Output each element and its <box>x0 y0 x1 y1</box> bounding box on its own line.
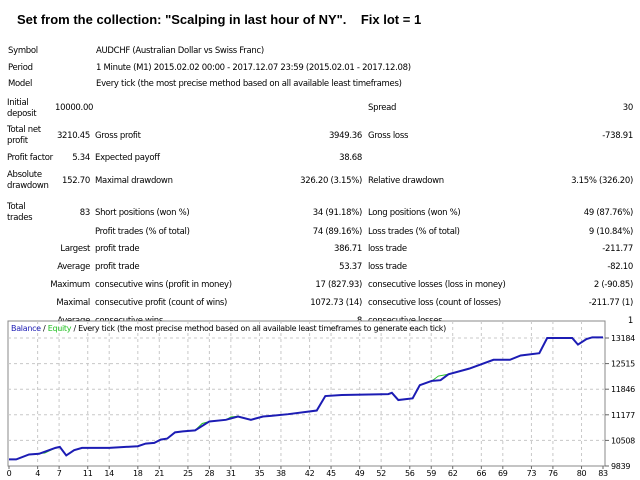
report-title: Set from the collection: "Scalping in la… <box>17 12 422 27</box>
detail-label-1: profit trade <box>95 262 140 272</box>
detail-value-1: 53.37 <box>339 262 362 272</box>
long-positions-value: 49 (87.76%) <box>583 208 634 218</box>
expected-payoff-label: Expected payoff <box>95 153 160 163</box>
detail-value-2: -82.10 <box>607 262 633 272</box>
detail-value-2: -211.77 <box>602 244 633 254</box>
relative-drawdown-label: Relative drawdown <box>368 176 444 186</box>
y-tick-label: 13184 <box>611 334 635 343</box>
maximal-drawdown-label: Maximal drawdown <box>95 176 173 186</box>
detail-prefix: Largest <box>60 244 90 254</box>
total-trades-value: 83 <box>79 208 91 218</box>
balance-equity-chart: 0 4 7 11 14 18 21 25 28 31 35 38 42 45 49 52 56 59 62 66 69 7… <box>7 320 635 478</box>
loss-trades-value: 9 (10.84%) <box>588 227 633 237</box>
x-tick-label: 38 <box>276 469 286 478</box>
absolute-drawdown-label: Absolute drawdown <box>7 170 49 191</box>
detail-label-2: consecutive loss (count of losses) <box>368 298 501 308</box>
profit-factor-label: Profit factor <box>7 153 53 163</box>
detail-prefix: Maximum <box>50 280 90 290</box>
x-tick-label: 11 <box>83 469 93 478</box>
spread-value: 30 <box>622 103 634 113</box>
x-tick-label: 69 <box>498 469 508 478</box>
detail-label-1: profit trade <box>95 244 140 254</box>
y-tick-label: 12515 <box>611 360 635 369</box>
x-tick-label: 14 <box>104 469 114 478</box>
detail-label-1: consecutive profit (count of wins) <box>95 298 228 308</box>
x-tick-label: 66 <box>477 469 487 478</box>
x-tick-label: 83 <box>598 469 608 478</box>
x-tick-label: 73 <box>527 469 537 478</box>
detail-prefix: Maximal <box>56 298 90 308</box>
legend-separator: / <box>71 324 78 333</box>
info-label-symbol: Symbol <box>8 46 38 56</box>
profit-trades-label: Profit trades (% of total) <box>95 227 190 237</box>
detail-value-2: -211.77 (1) <box>588 298 634 308</box>
detail-label-1: consecutive wins (profit in money) <box>95 280 232 290</box>
chart-plot-area <box>7 320 606 467</box>
x-tick-label: 18 <box>133 469 143 478</box>
detail-value-2: 2 (-90.85) <box>593 280 633 290</box>
legend-equity: Equity <box>48 324 72 333</box>
initial-deposit-value: 10000.00 <box>55 103 94 113</box>
chart-legend: Balance / Equity / Every tick (the most … <box>11 324 446 333</box>
detail-value-1: 1072.73 (14) <box>310 298 362 308</box>
x-tick-label: 59 <box>426 469 436 478</box>
x-tick-label: 7 <box>57 469 62 478</box>
balance-line <box>9 336 603 461</box>
x-tick-label: 42 <box>305 469 315 478</box>
info-label-period: Period <box>8 63 33 73</box>
relative-drawdown-value: 3.15% (326.20) <box>571 176 633 186</box>
detail-label-2: loss trade <box>368 262 407 272</box>
info-value-model: Every tick (the most precise method base… <box>96 79 402 89</box>
y-tick-label: 10508 <box>611 436 635 445</box>
initial-deposit-label: Initial deposit <box>7 98 37 119</box>
detail-value-2: 1 <box>627 316 633 326</box>
profit-trades-value: 74 (89.16%) <box>312 227 363 237</box>
maximal-drawdown-value: 326.20 (3.15%) <box>300 176 362 186</box>
y-tick-label: 11846 <box>611 385 635 394</box>
detail-prefix: Average <box>57 262 90 272</box>
absolute-drawdown-value: 152.70 <box>62 176 90 186</box>
total-trades-label: Total trades <box>7 202 33 223</box>
x-tick-label: 4 <box>35 469 40 478</box>
x-tick-label: 35 <box>255 469 265 478</box>
info-label-model: Model <box>8 79 33 89</box>
x-tick-label: 62 <box>448 469 458 478</box>
y-tick-label: 11177 <box>611 411 635 420</box>
profit-factor-value: 5.34 <box>72 153 90 163</box>
legend-balance: Balance <box>11 324 41 333</box>
total-net-profit-value: 3210.45 <box>56 131 90 141</box>
info-value-symbol: AUDCHF (Australian Dollar vs Swiss Franc… <box>96 46 264 56</box>
gross-profit-label: Gross profit <box>95 131 141 141</box>
gross-loss-value: -738.91 <box>602 131 633 141</box>
detail-value-1: 17 (827.93) <box>315 280 362 290</box>
x-tick-label: 56 <box>405 469 415 478</box>
legend-separator: / <box>41 324 48 333</box>
loss-trades-label: Loss trades (% of total) <box>368 227 460 237</box>
detail-label-2: consecutive losses (loss in money) <box>368 280 506 290</box>
x-tick-label: 45 <box>326 469 336 478</box>
long-positions-label: Long positions (won %) <box>368 208 461 218</box>
info-value-period: 1 Minute (M1) 2015.02.02 00:00 - 2017.12… <box>96 63 411 73</box>
x-tick-label: 31 <box>226 469 236 478</box>
expected-payoff-value: 38.68 <box>339 153 362 163</box>
x-tick-label: 25 <box>183 469 193 478</box>
x-tick-label: 0 <box>7 469 12 478</box>
spread-label: Spread <box>368 103 397 113</box>
x-tick-label: 28 <box>205 469 215 478</box>
chart-grid <box>8 321 605 466</box>
detail-label-2: loss trade <box>368 244 407 254</box>
short-positions-value: 34 (91.18%) <box>312 208 363 218</box>
gross-profit-value: 3949.36 <box>328 131 362 141</box>
detail-value-1: 386.71 <box>334 244 362 254</box>
x-tick-label: 80 <box>577 469 587 478</box>
x-tick-label: 76 <box>548 469 558 478</box>
legend-model: Every tick (the most precise method base… <box>78 324 446 333</box>
x-tick-label: 49 <box>355 469 365 478</box>
x-tick-label: 52 <box>376 469 386 478</box>
short-positions-label: Short positions (won %) <box>95 208 190 218</box>
gross-loss-label: Gross loss <box>368 131 409 141</box>
y-tick-label: 9839 <box>611 462 630 471</box>
x-tick-label: 21 <box>154 469 164 478</box>
total-net-profit-label: Total net profit <box>7 125 41 146</box>
